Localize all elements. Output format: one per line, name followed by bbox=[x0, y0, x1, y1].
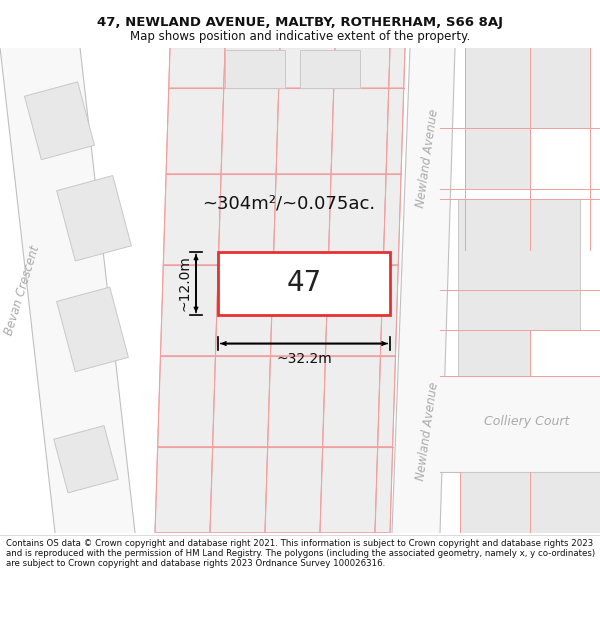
Text: Newland Avenue: Newland Avenue bbox=[413, 109, 440, 209]
Polygon shape bbox=[169, 48, 225, 88]
Polygon shape bbox=[25, 82, 94, 159]
Polygon shape bbox=[54, 426, 118, 493]
Polygon shape bbox=[271, 265, 328, 356]
Polygon shape bbox=[273, 174, 331, 265]
Polygon shape bbox=[440, 376, 600, 472]
Polygon shape bbox=[458, 290, 580, 376]
Polygon shape bbox=[56, 176, 131, 261]
Polygon shape bbox=[279, 48, 335, 88]
Polygon shape bbox=[158, 356, 215, 447]
Text: Contains OS data © Crown copyright and database right 2021. This information is : Contains OS data © Crown copyright and d… bbox=[6, 539, 595, 569]
Text: Bevan Crescent: Bevan Crescent bbox=[2, 244, 42, 336]
Polygon shape bbox=[218, 174, 276, 265]
Polygon shape bbox=[458, 199, 580, 290]
Polygon shape bbox=[265, 447, 323, 532]
Polygon shape bbox=[334, 48, 390, 88]
Polygon shape bbox=[212, 356, 271, 447]
Polygon shape bbox=[325, 265, 383, 356]
Polygon shape bbox=[331, 88, 389, 174]
Text: Colliery Court: Colliery Court bbox=[484, 415, 569, 428]
Polygon shape bbox=[383, 174, 401, 265]
Text: 47, NEWLAND AVENUE, MALTBY, ROTHERHAM, S66 8AJ: 47, NEWLAND AVENUE, MALTBY, ROTHERHAM, S… bbox=[97, 16, 503, 29]
Text: ~304m²/~0.075ac.: ~304m²/~0.075ac. bbox=[202, 194, 376, 212]
Polygon shape bbox=[465, 128, 530, 189]
Polygon shape bbox=[375, 447, 392, 532]
Polygon shape bbox=[380, 265, 398, 356]
Polygon shape bbox=[460, 472, 600, 532]
Polygon shape bbox=[323, 356, 380, 447]
Bar bbox=[218, 252, 390, 315]
Polygon shape bbox=[155, 48, 405, 532]
Polygon shape bbox=[377, 356, 395, 447]
Text: ~32.2m: ~32.2m bbox=[276, 352, 332, 366]
Polygon shape bbox=[56, 287, 128, 372]
Text: ~12.0m: ~12.0m bbox=[178, 256, 192, 311]
Polygon shape bbox=[210, 447, 268, 532]
Polygon shape bbox=[300, 49, 360, 88]
Text: Map shows position and indicative extent of the property.: Map shows position and indicative extent… bbox=[130, 30, 470, 43]
Polygon shape bbox=[386, 88, 404, 174]
Polygon shape bbox=[276, 88, 334, 174]
Polygon shape bbox=[155, 447, 212, 532]
Polygon shape bbox=[166, 88, 224, 174]
Text: Newland Avenue: Newland Avenue bbox=[413, 381, 440, 482]
Polygon shape bbox=[268, 356, 325, 447]
Polygon shape bbox=[225, 49, 285, 88]
Polygon shape bbox=[163, 174, 221, 265]
Polygon shape bbox=[221, 88, 279, 174]
Polygon shape bbox=[465, 48, 590, 128]
Polygon shape bbox=[389, 48, 405, 88]
Polygon shape bbox=[224, 48, 280, 88]
Polygon shape bbox=[320, 447, 377, 532]
Polygon shape bbox=[215, 265, 273, 356]
Polygon shape bbox=[392, 48, 455, 532]
Polygon shape bbox=[0, 48, 135, 532]
Polygon shape bbox=[328, 174, 386, 265]
Polygon shape bbox=[160, 265, 218, 356]
Text: 47: 47 bbox=[286, 269, 322, 298]
